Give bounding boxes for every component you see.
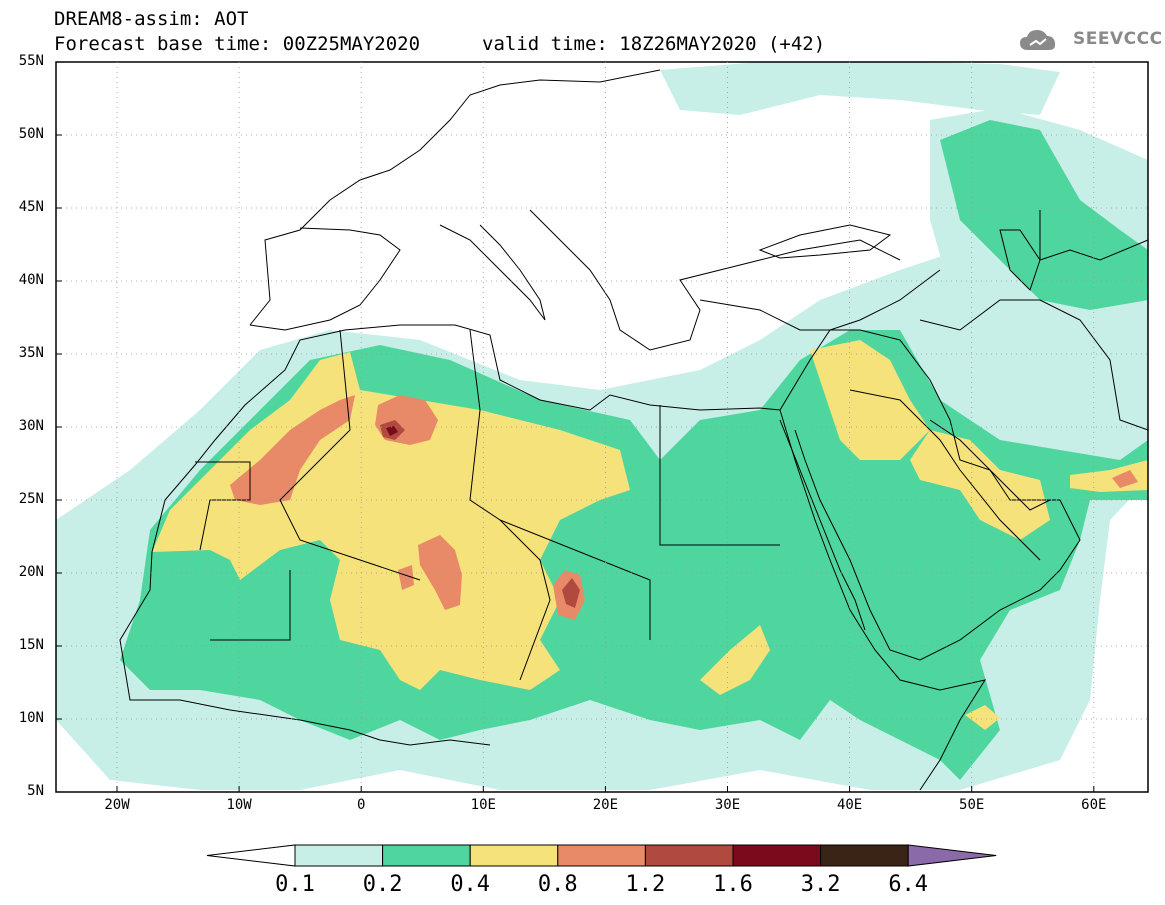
border-sahara-3 (499, 519, 651, 640)
lon-label: 20W (104, 797, 130, 813)
dust-field-08 (810, 340, 930, 460)
colorbar-tick-label: 3.2 (800, 872, 841, 897)
lat-label: 25N (18, 491, 44, 507)
colorbar-under-triangle (206, 844, 296, 867)
lon-label: 30E (714, 797, 741, 813)
dust-fields (56, 62, 1148, 790)
dust-field-19 (562, 578, 580, 608)
lon-label: 20E (592, 797, 619, 813)
axis-ticks (56, 61, 1095, 793)
colorbar-tick-label: 6.4 (888, 872, 929, 897)
cloud-logo-icon (1020, 30, 1056, 50)
colorbar-tick-label: 1.2 (625, 872, 666, 897)
coastline-europe (249, 69, 661, 326)
lat-label: 30N (18, 418, 44, 434)
dust-field-18 (1112, 470, 1138, 488)
coastline-turkey (699, 269, 941, 331)
colorbar-cell (469, 844, 559, 867)
colorbar-cell (732, 844, 822, 867)
lat-label: 55N (18, 53, 44, 69)
dust-field-15 (418, 535, 462, 610)
colorbar-cell (557, 844, 646, 867)
colorbar-tick-label: 0.4 (450, 872, 491, 897)
forecast-base-time: Forecast base time: 00Z25MAY2020 (54, 33, 421, 55)
lat-label: 10N (18, 710, 44, 726)
dust-field-05 (940, 120, 1148, 310)
colorbar-over-triangle (907, 844, 997, 867)
border-sahara-4 (659, 405, 780, 546)
lat-label: 35N (18, 345, 44, 361)
colorbar-cell (382, 844, 471, 867)
coastline-blacksea (758, 224, 892, 259)
plot-frame (55, 61, 1149, 793)
coastline-italy (439, 224, 546, 321)
lat-label: 45N (18, 199, 44, 215)
gridlines (56, 62, 1148, 792)
dust-field-09 (910, 430, 1050, 540)
lon-label: 50E (959, 797, 985, 813)
coastline-red-sea (779, 419, 866, 631)
coastline-africa-west (119, 551, 491, 746)
dust-field-16 (398, 565, 414, 590)
lon-label: 60E (1081, 797, 1107, 813)
lat-label: 5N (27, 783, 44, 799)
lat-label: 15N (18, 637, 44, 653)
colorbar-tick-label: 0.1 (275, 872, 315, 897)
logo-text: SEEVCCC (1073, 29, 1163, 49)
colorbar-cell (644, 844, 734, 867)
colorbar-tick-label: 0.8 (537, 872, 578, 897)
lon-label: 10W (226, 797, 252, 813)
lat-label: 50N (18, 126, 44, 142)
coastline-africa-north (151, 324, 781, 553)
dust-field-12 (965, 705, 1000, 730)
border-central-asia (1039, 210, 1149, 261)
lon-label: 40E (836, 797, 863, 813)
dust-field-02 (660, 62, 1060, 115)
coastline-balkans (529, 209, 901, 351)
coastline-arabia (779, 329, 1081, 661)
valid-time: valid time: 18Z26MAY2020 (+42) (482, 33, 826, 55)
dust-field-21 (386, 426, 398, 436)
border-iran (919, 299, 1149, 431)
border-sahara-1 (279, 329, 421, 581)
coastlines (119, 69, 1149, 791)
colorbar-cells (206, 844, 997, 867)
lon-label: 0 (356, 797, 366, 813)
lon-label: 10E (470, 797, 496, 813)
coastline-persian-gulf (929, 419, 1051, 511)
border-west-2 (210, 570, 291, 641)
colorbar-tick-label: 0.2 (362, 872, 403, 897)
dust-field-07 (152, 352, 630, 690)
coastline-caspian (999, 229, 1041, 291)
lat-label: 40N (18, 272, 44, 288)
colorbar-cell (820, 844, 909, 867)
border-saudi (849, 389, 1041, 561)
coastline-iberia (249, 227, 401, 331)
dust-field-13 (230, 395, 355, 505)
border-west-1 (195, 461, 251, 551)
colorbar-tick-label: 1.6 (713, 872, 753, 897)
lat-label: 20N (18, 564, 44, 580)
colorbar-cell (294, 844, 384, 867)
chart-title: DREAM8-assim: AOT (54, 8, 249, 30)
dust-field-10 (700, 625, 770, 695)
coastline-africa-east (779, 409, 987, 791)
